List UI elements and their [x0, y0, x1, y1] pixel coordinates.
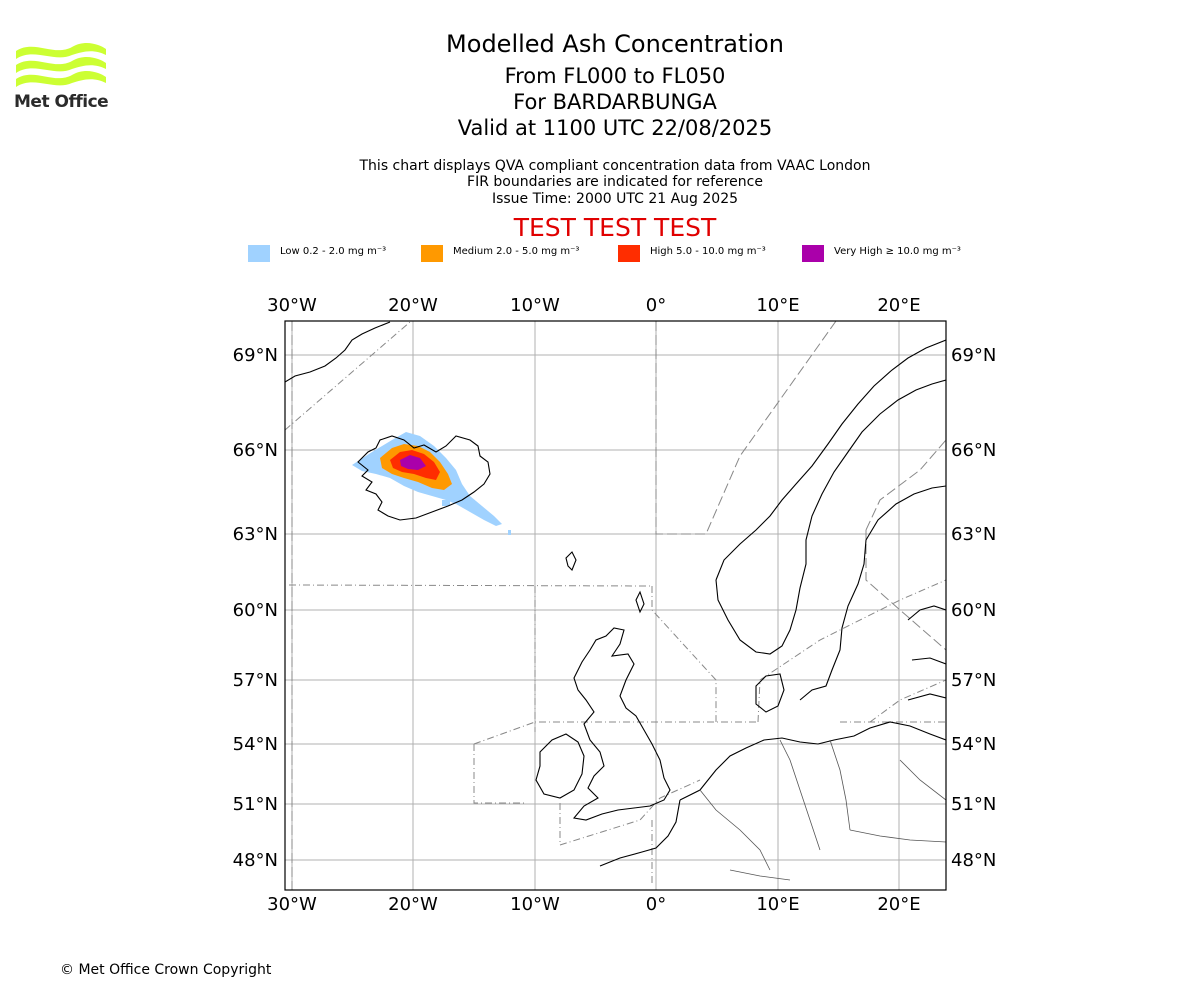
legend-swatch-very-high	[802, 245, 824, 262]
lat-tick-label-left: 48°N	[233, 850, 278, 871]
lat-tick-label-left: 63°N	[233, 524, 278, 545]
lon-tick-label-top: 20°E	[877, 295, 920, 316]
lat-tick-label-left: 51°N	[233, 794, 278, 815]
legend-label-low: Low 0.2 - 2.0 mg m⁻³	[280, 246, 387, 257]
map-frame	[284, 320, 947, 891]
lon-tick-label-bottom: 20°E	[877, 894, 920, 915]
valid-time: Valid at 1100 UTC 22/08/2025	[457, 116, 773, 140]
lat-tick-label-right: 63°N	[951, 524, 996, 545]
lon-tick-label-top: 10°W	[510, 295, 560, 316]
lat-tick-label-left: 57°N	[233, 670, 278, 691]
met-office-logo-waves	[16, 43, 106, 87]
lat-tick-label-left: 66°N	[233, 440, 278, 461]
ash-low-fleck-2	[442, 500, 450, 506]
lat-tick-label-right: 69°N	[951, 345, 996, 366]
country-borders	[699, 739, 946, 881]
info-line-fir: FIR boundaries are indicated for referen…	[467, 174, 763, 190]
lon-tick-label-top: 0°	[646, 295, 666, 316]
ash-plume	[352, 432, 511, 535]
lon-tick-label-bottom: 10°W	[510, 894, 560, 915]
map-tick-labels: 30°W 30°W 20°W 20°W 10°W 10°W 0° 0° 10°E 10°E 20°E…	[233, 295, 997, 915]
lat-tick-label-left: 60°N	[233, 600, 278, 621]
ash-low-fleck	[508, 530, 511, 535]
lat-tick-label-right: 60°N	[951, 600, 996, 621]
copyright-notice: © Met Office Crown Copyright	[60, 962, 272, 978]
lon-tick-label-bottom: 0°	[646, 894, 666, 915]
lon-tick-label-bottom: 20°W	[388, 894, 438, 915]
lat-tick-label-right: 51°N	[951, 794, 996, 815]
lat-tick-label-left: 69°N	[233, 345, 278, 366]
info-line-issue-time: Issue Time: 2000 UTC 21 Aug 2025	[491, 191, 739, 207]
lon-tick-label-top: 10°E	[756, 295, 799, 316]
legend-swatch-medium	[421, 245, 443, 262]
lon-tick-label-bottom: 30°W	[267, 894, 317, 915]
lon-tick-label-top: 20°W	[388, 295, 438, 316]
ash-very-high-region	[400, 455, 426, 470]
lat-tick-label-right: 57°N	[951, 670, 996, 691]
chart-title: Modelled Ash Concentration	[446, 30, 784, 58]
met-office-logo-text: Met Office	[14, 92, 109, 112]
legend-swatch-low	[248, 245, 270, 262]
legend-label-medium: Medium 2.0 - 5.0 mg m⁻³	[453, 246, 580, 257]
lat-tick-label-right: 66°N	[951, 440, 996, 461]
test-banner: TEST TEST TEST	[513, 213, 717, 242]
volcano-name: For BARDARBUNGA	[513, 90, 717, 114]
graticule	[285, 321, 946, 890]
lon-tick-label-bottom: 10°E	[756, 894, 799, 915]
coastlines	[285, 321, 946, 867]
lon-tick-label-top: 30°W	[267, 295, 317, 316]
legend-label-high: High 5.0 - 10.0 mg m⁻³	[650, 246, 766, 257]
flight-levels: From FL000 to FL050	[504, 64, 726, 88]
map-background	[285, 321, 946, 890]
lat-tick-label-right: 48°N	[951, 850, 996, 871]
info-line-qva: This chart displays QVA compliant concen…	[359, 158, 871, 174]
legend-label-very-high: Very High ≥ 10.0 mg m⁻³	[834, 246, 961, 257]
lat-tick-label-left: 54°N	[233, 734, 278, 755]
fir-boundaries	[285, 321, 946, 885]
fir-dashed-boundaries	[291, 321, 946, 890]
legend-swatch-high	[618, 245, 640, 262]
lat-tick-label-right: 54°N	[951, 734, 996, 755]
